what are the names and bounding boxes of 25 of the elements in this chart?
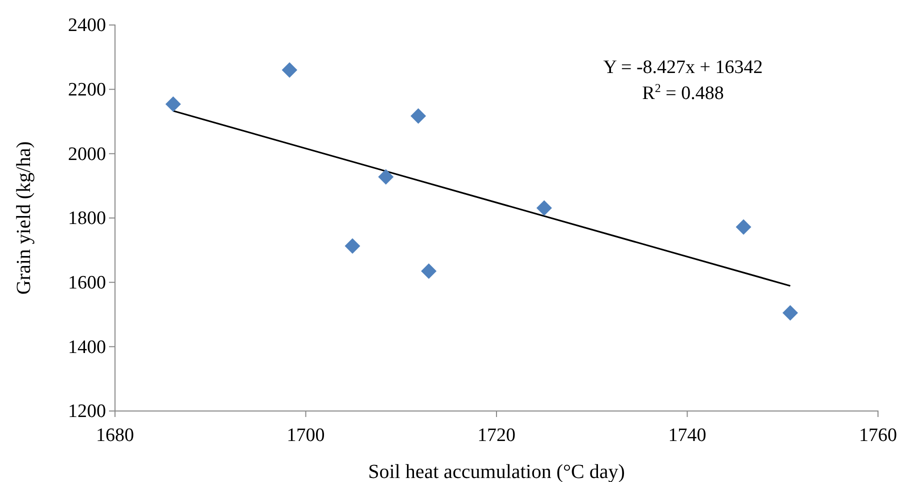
y-tick-label: 1600 <box>68 272 106 294</box>
y-axis-title: Grain yield (kg/ha) <box>13 141 35 295</box>
x-tick-label: 1740 <box>668 424 706 446</box>
point <box>736 219 752 235</box>
point <box>378 169 394 185</box>
annotation: Y = -8.427x + 16342 <box>603 57 763 78</box>
x-tick-label: 1680 <box>96 424 134 446</box>
x-tick-label: 1760 <box>859 424 897 446</box>
point <box>410 108 426 124</box>
point <box>165 96 181 112</box>
annotation: R$^{2}$ = 0.488 <box>642 81 724 104</box>
point <box>344 238 360 254</box>
point <box>536 200 552 216</box>
point <box>421 263 437 279</box>
x-tick-label: 1720 <box>478 424 516 446</box>
y-tick-label: 1800 <box>68 208 106 230</box>
y-tick-label: 2400 <box>68 15 106 36</box>
y-tick-label: 1400 <box>68 336 106 358</box>
point <box>282 62 298 78</box>
y-tick-label: 2000 <box>68 144 106 165</box>
y-tick-label: 1200 <box>68 401 106 422</box>
y-tick-label: 2200 <box>68 79 106 100</box>
x-axis-title: Soil heat accumulation (°C day) <box>368 461 625 482</box>
x-tick-label: 1700 <box>286 424 325 446</box>
point <box>782 305 798 321</box>
